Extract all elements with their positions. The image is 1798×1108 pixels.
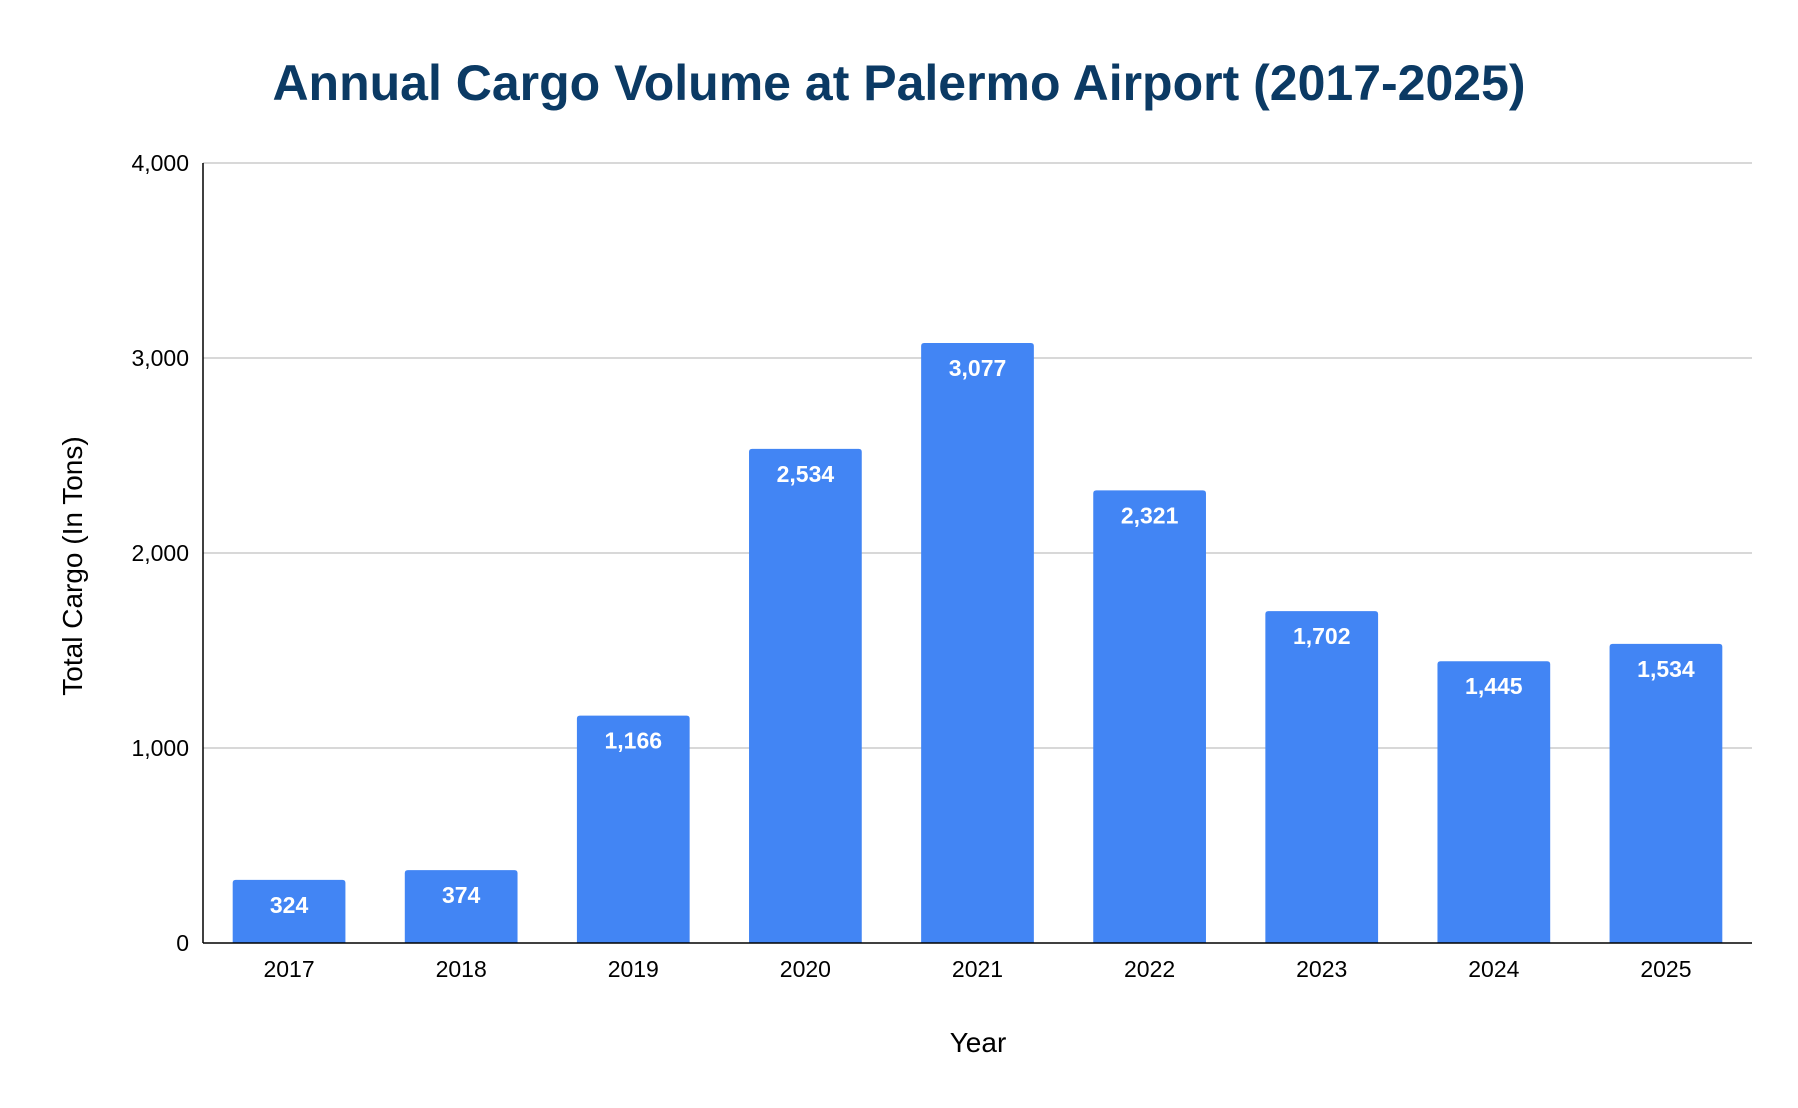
bar-value-label: 324	[270, 892, 309, 918]
bar	[232, 879, 346, 943]
axes	[202, 163, 1752, 944]
bar	[749, 448, 862, 943]
bar-value-label: 1,445	[1465, 673, 1523, 699]
y-tick-label: 2,000	[131, 540, 189, 566]
y-axis-title: Total Cargo (In Tons)	[57, 436, 88, 695]
bar-value-label: 1,534	[1637, 656, 1695, 682]
bar-value-label: 3,077	[949, 355, 1007, 381]
x-tick-label: 2024	[1468, 956, 1519, 982]
y-tick-label: 3,000	[131, 345, 189, 371]
y-axis-ticks: 0 1,000 2,000 3,000 4,000	[131, 150, 189, 956]
bar	[1437, 661, 1551, 943]
bar	[576, 715, 690, 943]
y-tick-label: 4,000	[131, 150, 189, 176]
bars: 324 374 1,166 2,534 3,077 2,321 1,702 1,445 1,53…	[232, 342, 1723, 943]
bar-value-label: 2,321	[1121, 502, 1179, 528]
bar-value-label: 2,534	[777, 461, 835, 487]
x-tick-label: 2017	[263, 956, 314, 982]
bar	[404, 870, 518, 943]
bar	[1093, 490, 1206, 943]
bar-value-label: 1,702	[1293, 623, 1351, 649]
x-tick-label: 2020	[780, 956, 831, 982]
x-tick-label: 2023	[1296, 956, 1347, 982]
chart-title: Annual Cargo Volume at Palermo Airport (…	[272, 55, 1525, 111]
x-axis-ticks: 2017 2018 2019 2020 2021 2022 2023 2024 2025	[263, 956, 1691, 982]
x-axis-title: Year	[950, 1027, 1007, 1058]
x-tick-label: 2021	[952, 956, 1003, 982]
bar	[921, 342, 1034, 943]
y-tick-label: 0	[176, 930, 189, 956]
x-tick-label: 2019	[608, 956, 659, 982]
bar	[1265, 611, 1379, 943]
bar-value-label: 374	[442, 882, 481, 908]
bar	[1609, 643, 1723, 943]
x-tick-label: 2022	[1124, 956, 1175, 982]
bar-value-label: 1,166	[604, 728, 662, 754]
x-tick-label: 2018	[436, 956, 487, 982]
y-tick-label: 1,000	[131, 735, 189, 761]
x-tick-label: 2025	[1640, 956, 1691, 982]
